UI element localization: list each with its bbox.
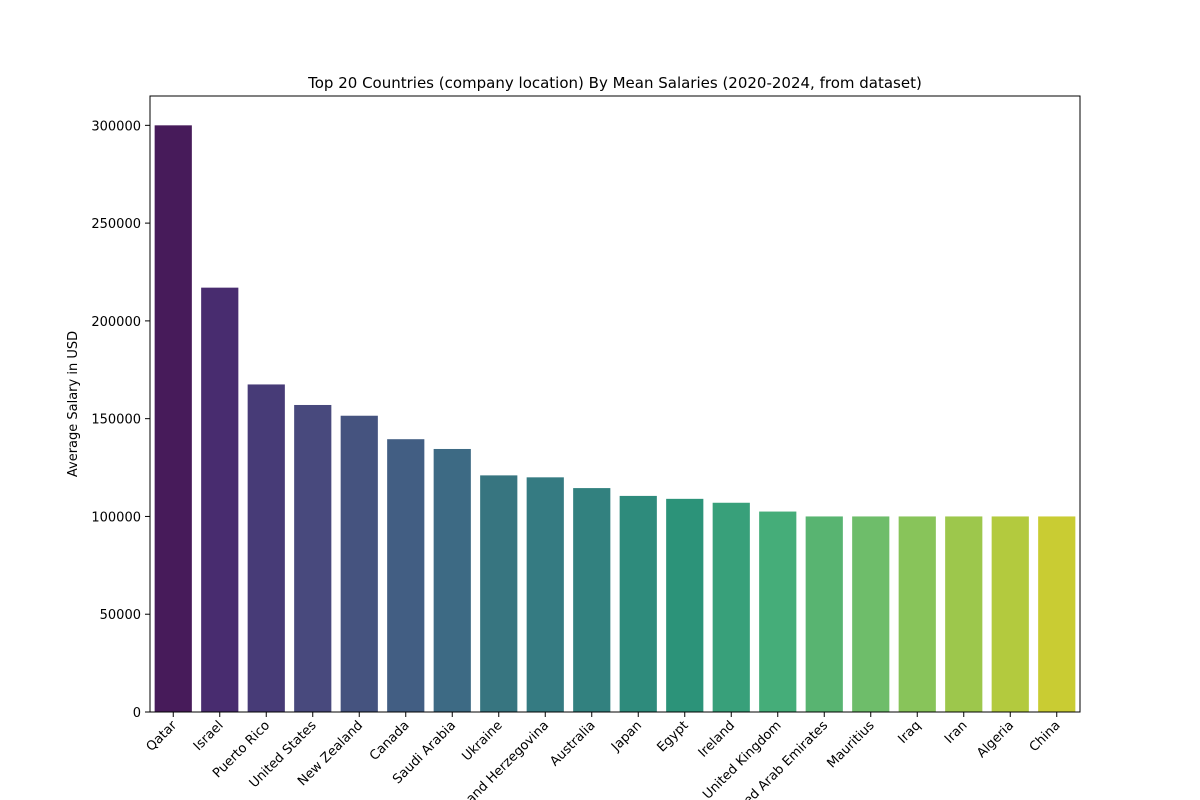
x-tick-label: Iran: [942, 718, 971, 747]
y-tick-label: 200000: [91, 315, 141, 330]
x-tick-label: Japan: [608, 718, 645, 755]
bars-group: [154, 125, 1076, 713]
y-tick-label: 250000: [91, 217, 141, 232]
bar-united-arab-emirates: [805, 516, 843, 712]
x-tick-label: Ireland: [696, 718, 738, 760]
y-tick-label: 150000: [91, 413, 141, 428]
bar-saudi-arabia: [433, 448, 471, 712]
bar-united-states: [294, 404, 332, 712]
bar-bosnia-and-herzegovina: [526, 477, 564, 712]
x-tick-label: Iraq: [896, 718, 925, 747]
y-tick-label: 0: [133, 706, 141, 721]
x-tick-label: Mauritius: [824, 718, 877, 771]
x-tick-label: Egypt: [654, 718, 691, 755]
y-tick-label: 100000: [91, 510, 141, 525]
bar-iraq: [898, 516, 936, 712]
x-tick-label: Qatar: [144, 718, 181, 755]
bar-puerto-rico: [247, 384, 285, 712]
bar-ireland: [712, 502, 750, 712]
bar-united-kingdom: [759, 511, 797, 712]
bar-china: [1038, 516, 1076, 712]
x-tick-label: Israel: [191, 718, 227, 754]
x-tick-label: Australia: [547, 718, 598, 769]
bar-iran: [945, 516, 983, 712]
bar-israel: [201, 287, 239, 712]
bar-qatar: [154, 125, 192, 713]
bar-japan: [619, 495, 657, 712]
bar-mauritius: [852, 516, 890, 712]
x-tick-label: China: [1027, 718, 1064, 755]
bar-ukraine: [480, 475, 518, 712]
chart-title: Top 20 Countries (company location) By M…: [307, 74, 922, 92]
bar-canada: [387, 439, 425, 712]
bar-new-zealand: [340, 415, 378, 712]
bar-egypt: [666, 498, 704, 712]
bar-algeria: [991, 516, 1029, 712]
x-tick-label: Canada: [367, 718, 413, 764]
plot-frame: [149, 95, 1081, 713]
y-axis-ticks: 0 50000 100000 150000 200000 250000 300000: [91, 119, 150, 721]
y-tick-label: 300000: [91, 119, 141, 134]
x-tick-label: Algeria: [974, 718, 1017, 761]
y-axis-label: Average Salary in USD: [66, 331, 81, 477]
bar-australia: [573, 488, 611, 712]
y-tick-label: 50000: [100, 608, 141, 623]
x-tick-label: Ukraine: [459, 718, 505, 764]
